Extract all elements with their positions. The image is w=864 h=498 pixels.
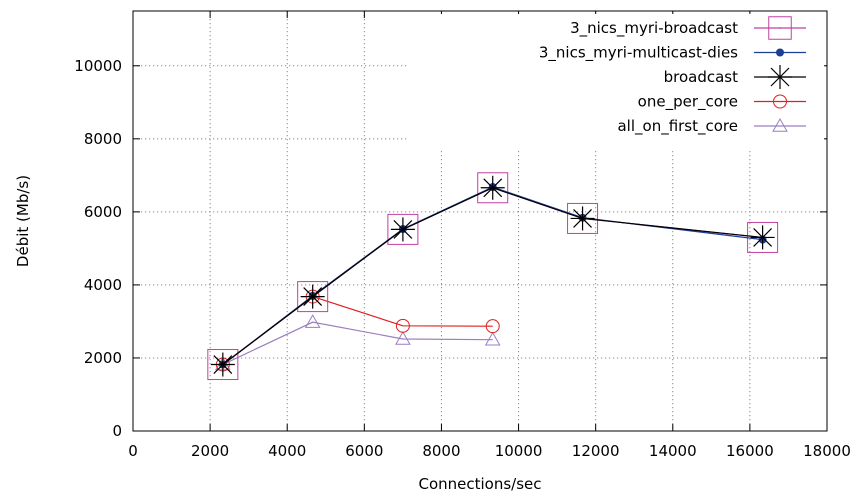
star-stroke [303, 287, 323, 307]
x-axis-label: Connections/sec [418, 475, 541, 493]
series-point [768, 16, 792, 40]
y-tick-label: 2000 [84, 349, 122, 367]
legend-entry-3: one_per_core [638, 93, 806, 112]
star-stroke [753, 228, 773, 247]
x-tick-label: 6000 [345, 442, 383, 460]
x-tick-label: 16000 [726, 442, 774, 460]
series-point [210, 352, 235, 377]
legend-entry-0: 3_nics_myri-broadcast [570, 16, 806, 40]
axis-ticks: 0 2000 4000 6000 8000 10000 12000 14000 16000 180… [74, 11, 851, 460]
series-point [395, 330, 411, 345]
series-point [768, 65, 792, 89]
x-tick-label: 10000 [495, 442, 543, 460]
legend-label: all_on_first_core [617, 117, 738, 136]
series-point [484, 331, 501, 346]
y-axis-label: Débit (Mb/s) [14, 175, 32, 267]
x-tick-label: 8000 [422, 442, 460, 460]
series-line [222, 187, 763, 366]
series-point [207, 349, 239, 381]
series-point [390, 217, 415, 242]
y-tick-label: 10000 [74, 57, 122, 75]
legend-label: one_per_core [638, 93, 738, 112]
x-tick-label: 12000 [572, 442, 620, 460]
x-tick-label: 4000 [268, 442, 306, 460]
y-tick-label: 0 [112, 422, 122, 440]
star-stroke [573, 209, 592, 228]
legend: 3_nics_myri-broadcast 3_nics_myri-multica… [539, 16, 806, 136]
series-point [750, 225, 775, 250]
series-point [772, 117, 788, 132]
star-stroke [483, 178, 503, 198]
y-tick-label: 8000 [84, 130, 122, 148]
legend-box [408, 14, 824, 150]
series-point [570, 206, 595, 231]
star-stroke [213, 355, 233, 374]
series-point [567, 202, 599, 234]
legend-entry-1: 3_nics_myri-multicast-dies [539, 44, 806, 63]
legend-entry-4: all_on_first_core [617, 117, 806, 136]
x-tick-label: 14000 [649, 442, 697, 460]
x-tick-label: 18000 [803, 442, 851, 460]
series-line [222, 321, 493, 366]
series-point [300, 284, 325, 309]
series-point [387, 213, 419, 245]
legend-entry-2: broadcast [664, 65, 806, 89]
legend-background [408, 14, 824, 150]
series-point [480, 175, 505, 200]
legend-label: 3_nics_myri-multicast-dies [539, 44, 738, 63]
series-point [304, 314, 321, 328]
star-stroke [770, 67, 790, 87]
x-tick-label: 2000 [191, 442, 229, 460]
series-point [477, 172, 509, 204]
series-point-center [779, 27, 781, 29]
series-point [297, 281, 329, 313]
series-layer [207, 172, 779, 381]
series-2 [210, 175, 775, 377]
y-tick-label: 4000 [84, 276, 122, 294]
series-point [776, 48, 784, 57]
series-point [773, 94, 787, 109]
legend-label: broadcast [664, 68, 739, 86]
series-point [485, 319, 500, 334]
star-stroke [393, 219, 413, 239]
series-point [395, 318, 410, 333]
legend-label: 3_nics_myri-broadcast [570, 19, 738, 38]
x-tick-label: 0 [128, 442, 138, 460]
y-tick-label: 6000 [84, 203, 122, 221]
plot-frame [132, 10, 828, 432]
